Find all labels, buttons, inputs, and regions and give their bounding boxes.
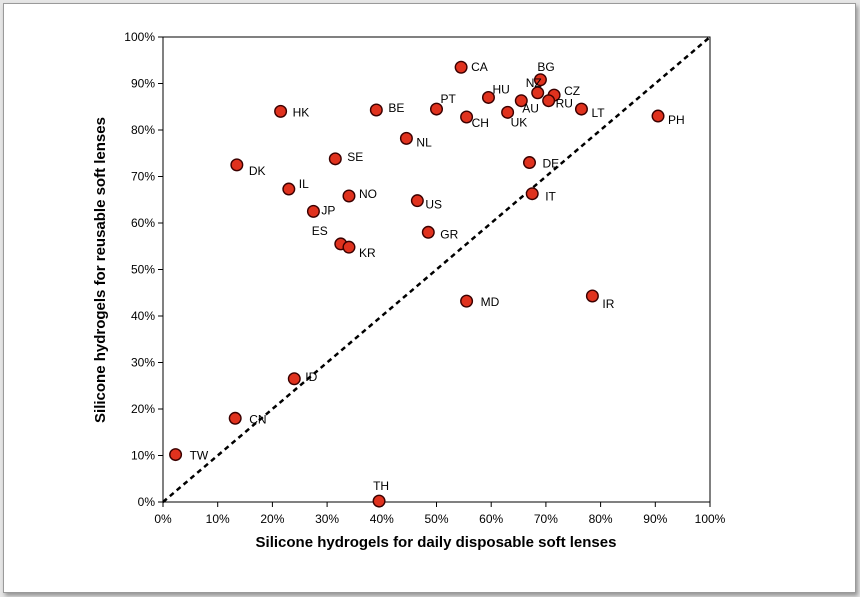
point-label-dk: DK	[249, 164, 266, 178]
x-tick-label: 50%	[424, 512, 448, 526]
x-axis-title: Silicone hydrogels for daily disposable …	[256, 534, 617, 551]
y-tick-label: 0%	[138, 495, 156, 509]
data-point-bg	[533, 73, 547, 87]
data-point-th	[372, 494, 386, 508]
point-label-be: BE	[388, 101, 404, 115]
data-point-us	[410, 194, 424, 208]
data-point-gr	[421, 225, 435, 239]
data-points	[169, 60, 665, 508]
data-point-ru	[542, 94, 556, 108]
data-point-ir	[585, 289, 599, 303]
x-tick-label: 40%	[370, 512, 394, 526]
point-label-de: DE	[542, 157, 559, 171]
x-tick-label: 30%	[315, 512, 339, 526]
x-tick-label: 0%	[154, 512, 172, 526]
point-label-us: US	[425, 198, 442, 212]
data-point-cn	[228, 411, 242, 425]
data-point-id	[287, 372, 301, 386]
y-tick-label: 40%	[131, 309, 155, 323]
data-point-tw	[169, 448, 183, 462]
point-label-nz: NZ	[526, 76, 542, 90]
point-label-cz: CZ	[564, 84, 580, 98]
y-tick-label: 60%	[131, 216, 155, 230]
point-label-id: ID	[305, 370, 317, 384]
point-label-lt: LT	[591, 106, 605, 120]
point-label-il: IL	[299, 177, 309, 191]
point-label-se: SE	[347, 150, 363, 164]
data-point-be	[369, 103, 383, 117]
data-point-dk	[230, 158, 244, 172]
data-point-hk	[274, 104, 288, 118]
point-label-nl: NL	[416, 135, 432, 149]
point-label-tw: TW	[190, 449, 209, 463]
data-point-nl	[399, 131, 413, 145]
y-tick-label: 70%	[131, 170, 155, 184]
point-label-au: AU	[522, 102, 539, 116]
data-point-au	[514, 94, 528, 108]
data-point-lt	[574, 102, 588, 116]
point-label-hu: HU	[492, 82, 509, 96]
data-point-ca	[454, 60, 468, 74]
point-label-md: MD	[481, 295, 500, 309]
data-point-ch	[460, 110, 474, 124]
data-point-md	[460, 294, 474, 308]
data-point-no	[342, 189, 356, 203]
point-label-jp: JP	[321, 203, 335, 217]
x-tick-label: 80%	[589, 512, 613, 526]
y-tick-label: 80%	[131, 123, 155, 137]
point-label-uk: UK	[511, 115, 528, 129]
y-axis-ticks: 0% 10% 20% 30% 40% 50% 60% 70% 80% 90% 100%	[124, 30, 163, 509]
chart-card	[3, 3, 856, 593]
point-label-hk: HK	[293, 105, 310, 119]
data-point-ph	[651, 109, 665, 123]
data-point-se	[328, 152, 342, 166]
data-point-jp	[306, 204, 320, 218]
data-point-nz	[531, 86, 545, 100]
point-label-bg: BG	[537, 60, 554, 74]
x-tick-label: 70%	[534, 512, 558, 526]
data-point-kr	[342, 240, 356, 254]
point-label-kr: KR	[359, 246, 376, 260]
x-tick-label: 20%	[260, 512, 284, 526]
x-tick-label: 60%	[479, 512, 503, 526]
y-tick-label: 90%	[131, 77, 155, 91]
y-axis-title: Silicone hydrogels for reusable soft len…	[92, 117, 109, 423]
data-point-pt	[430, 102, 444, 116]
reference-diagonal-line	[162, 36, 711, 503]
data-point-it	[525, 187, 539, 201]
data-point-hu	[481, 90, 495, 104]
point-label-es: ES	[312, 224, 328, 238]
point-label-no: NO	[359, 187, 377, 201]
data-point-uk	[501, 105, 515, 119]
point-label-ca: CA	[471, 60, 488, 74]
point-label-th: TH	[373, 479, 389, 493]
point-label-ir: IR	[602, 297, 614, 311]
point-label-cn: CN	[249, 412, 266, 426]
data-point-il	[282, 182, 296, 196]
point-label-pt: PT	[441, 92, 457, 106]
point-label-gr: GR	[440, 227, 458, 241]
point-label-ch: CH	[472, 116, 489, 130]
point-label-ph: PH	[668, 113, 685, 127]
x-tick-label: 100%	[695, 512, 726, 526]
y-tick-label: 30%	[131, 356, 155, 370]
y-tick-label: 50%	[131, 263, 155, 277]
y-tick-label: 10%	[131, 449, 155, 463]
y-tick-label: 100%	[124, 30, 155, 44]
y-tick-label: 20%	[131, 402, 155, 416]
x-axis-ticks: 0% 10% 20% 30% 40% 50% 60% 70% 80% 90% 100%	[154, 502, 726, 526]
point-label-it: IT	[545, 190, 556, 204]
x-tick-label: 90%	[643, 512, 667, 526]
x-tick-label: 10%	[206, 512, 230, 526]
data-point-de	[522, 156, 536, 170]
point-labels: CA BG NZ CZ HU RU AU PT LT HK BE UK PH CH NL SE DE DK IL IT…	[190, 60, 685, 493]
point-label-ru: RU	[556, 97, 573, 111]
